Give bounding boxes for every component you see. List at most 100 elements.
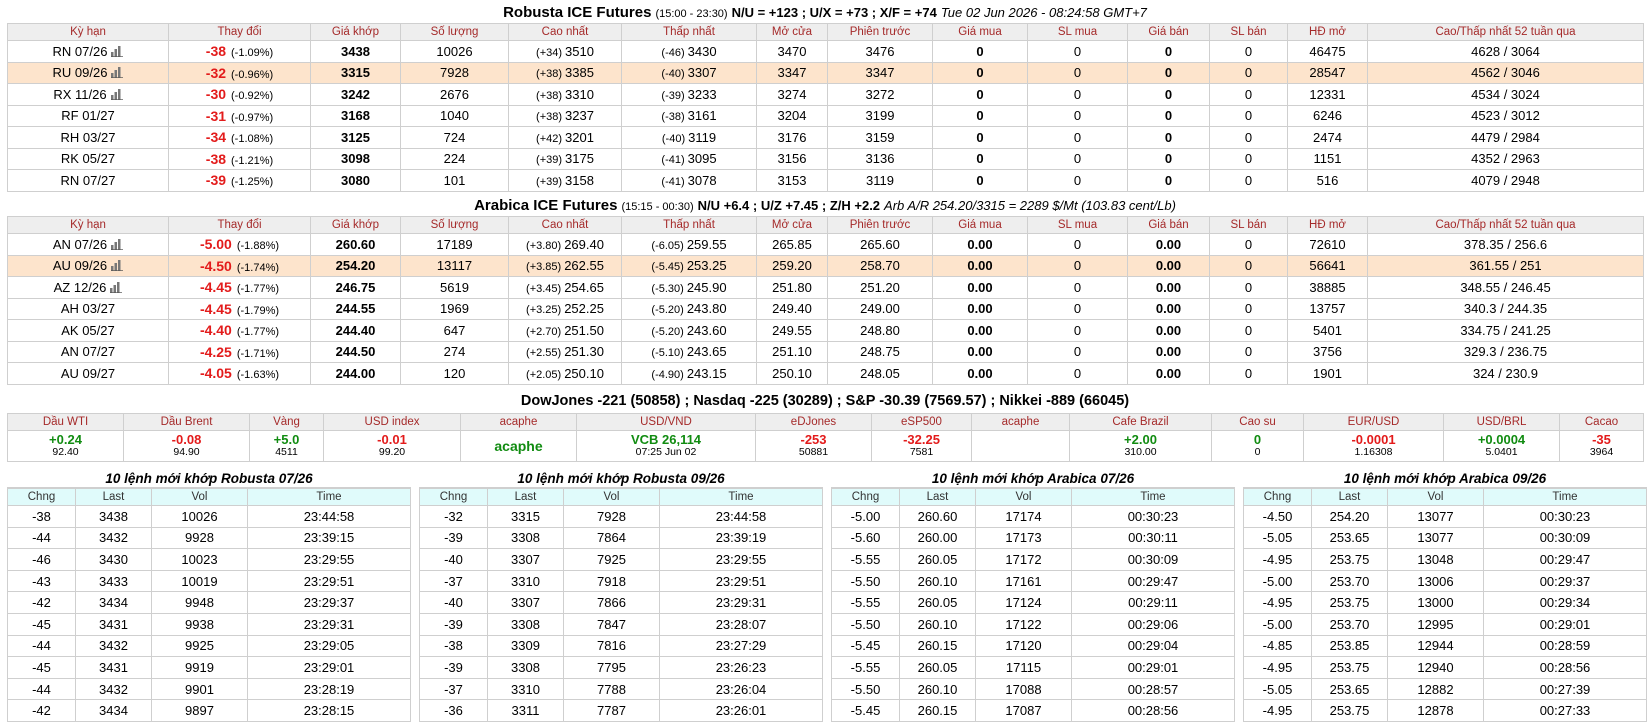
high-change: (+38) — [536, 111, 563, 124]
change-cell: -32 (-0.96%) — [168, 61, 311, 84]
trade-time: 23:29:55 — [715, 551, 767, 567]
bid: 0 — [976, 43, 984, 59]
volume: 5619 — [440, 279, 469, 295]
panel-title: 10 lệnh mới khớp Arabica 07/26 — [831, 470, 1235, 488]
contract-row[interactable]: RN 07/27 -39 (-1.25%) 3080 101 (+39) 3158 (-41)… — [7, 169, 1644, 192]
change: -38 — [205, 43, 227, 60]
high: 3385 — [565, 65, 594, 81]
trade-time: 00:29:11 — [1128, 595, 1178, 611]
market-price: 07:25 Jun 02 — [635, 446, 697, 458]
bid-volume: 0 — [1073, 151, 1082, 167]
contract-row[interactable]: RF 01/27 -31 (-0.97%) 3168 1040 (+38) 3237 (-38… — [7, 104, 1644, 127]
contract-row[interactable]: AK 05/27 -4.40 (-1.77%) 244.40 647 (+2.70) 251… — [7, 319, 1644, 342]
column-header: Thấp nhất — [621, 23, 757, 41]
cell: 10026 — [400, 40, 509, 63]
cell: 7795 — [563, 656, 660, 679]
trade-row: -5.05 253.65 13077 00:30:09 — [1243, 526, 1647, 550]
cell: 17161 — [975, 569, 1072, 593]
cell: -43 — [7, 569, 76, 593]
cell: -5.00 — [1243, 612, 1312, 636]
contract-row[interactable]: AU 09/26 -4.50 (-1.74%) 254.20 13117 (+3.85) 2… — [7, 254, 1644, 277]
market-label: USD index — [323, 413, 461, 431]
cell: 3347 — [827, 61, 933, 84]
contract-row[interactable]: AZ 12/26 -4.45 (-1.77%) 246.75 5619 (+3.45) 25… — [7, 276, 1644, 299]
high: 254.65 — [564, 279, 604, 295]
cell: 329.3 / 236.75 — [1367, 340, 1644, 363]
cell: 0 — [1127, 126, 1210, 149]
trade-row: -43 3433 10019 23:29:51 — [7, 569, 411, 593]
trade-price: 260.60 — [917, 508, 958, 524]
chart-icon[interactable] — [111, 260, 124, 272]
cell: -4.85 — [1243, 634, 1312, 658]
change-percent: (-1.77%) — [236, 283, 280, 296]
contract-row[interactable]: AN 07/27 -4.25 (-1.71%) 244.50 274 (+2.55) 251… — [7, 340, 1644, 363]
column-header: Cao nhất — [508, 23, 622, 41]
cell: 0 — [1027, 40, 1128, 63]
market-cell: acaphe — [460, 430, 577, 462]
cell: 248.05 — [827, 362, 933, 385]
previous: 3136 — [865, 151, 895, 167]
contract-row[interactable]: AN 07/26 -5.00 (-1.88%) 260.60 17189 (+3.80) 2… — [7, 233, 1644, 256]
cell: 253.65 — [1311, 526, 1388, 550]
trade-change: -4.95 — [1262, 703, 1293, 719]
trade-row: -5.60 260.00 17173 00:30:11 — [831, 526, 1235, 550]
cell: 3119 — [827, 169, 933, 192]
trades-section: 10 lệnh mới khớp Robusta 07/26 Chng Last Vo… — [7, 470, 1647, 722]
chart-icon[interactable] — [110, 281, 123, 293]
trade-time: 23:44:58 — [303, 508, 355, 524]
trade-price: 260.10 — [917, 616, 958, 632]
cell: -5.45 — [831, 699, 900, 722]
column-header: Time — [1483, 488, 1647, 506]
contract-row[interactable]: RN 07/26 -38 (-1.09%) 3438 10026 (+34) 3510 (-4… — [7, 40, 1644, 63]
last-price: 3125 — [341, 129, 370, 145]
last-price: 3098 — [341, 151, 370, 167]
cell: 249.55 — [756, 319, 828, 342]
chart-icon[interactable] — [111, 45, 124, 57]
open-interest: 1151 — [1313, 151, 1342, 167]
contract-row[interactable]: RH 03/27 -34 (-1.08%) 3125 724 (+42) 3201 (-40)… — [7, 126, 1644, 149]
cell: 7788 — [563, 677, 660, 701]
ask: 0 — [1164, 151, 1173, 167]
trade-change: -42 — [32, 703, 51, 719]
trades-panel: 10 lệnh mới khớp Robusta 07/26 Chng Last Vo… — [7, 470, 411, 722]
low-change: (-39) — [661, 89, 685, 102]
trade-row: -45 3431 9938 23:29:31 — [7, 612, 411, 636]
ask: 0.00 — [1155, 301, 1182, 317]
volume: 13117 — [436, 258, 473, 274]
contract-row[interactable]: AU 09/27 -4.05 (-1.63%) 244.00 120 (+2.05) 250… — [7, 362, 1644, 385]
trade-time: 00:29:06 — [1127, 616, 1179, 632]
ask-volume: 0 — [1244, 344, 1253, 360]
chart-icon[interactable] — [111, 67, 124, 79]
trade-volume: 7795 — [597, 659, 626, 675]
trade-volume: 7918 — [597, 573, 626, 589]
cell: 253.75 — [1311, 656, 1388, 679]
session: (15:15 - 00:30) — [621, 201, 694, 213]
contract-row[interactable]: RX 11/26 -30 (-0.92%) 3242 2676 (+38) 3310 (-39… — [7, 83, 1644, 106]
previous: 3119 — [866, 172, 894, 188]
trade-volume: 10026 — [181, 508, 218, 524]
chart-icon[interactable] — [111, 238, 124, 250]
change-cell: -4.50 (-1.74%) — [168, 254, 311, 277]
trade-change: -4.50 — [1262, 508, 1293, 524]
market-cell: -35 3964 — [1559, 430, 1644, 462]
contract-row[interactable]: RU 09/26 -32 (-0.96%) 3315 7928 (+38) 3385 (-40… — [7, 61, 1644, 84]
cell: 17087 — [975, 699, 1072, 722]
trade-price: 3430 — [99, 551, 128, 567]
cell: -5.50 — [831, 677, 900, 701]
cell: 3274 — [756, 83, 828, 106]
cell: 101 — [400, 169, 509, 192]
contract-row[interactable]: AH 03/27 -4.45 (-1.79%) 244.55 1969 (+3.25) 25… — [7, 297, 1644, 320]
trade-time: 00:28:57 — [1127, 681, 1179, 697]
high: 262.55 — [564, 258, 604, 274]
contract-row[interactable]: RK 05/27 -38 (-1.21%) 3098 224 (+39) 3175 (-41)… — [7, 147, 1644, 170]
column-header: HĐ mở — [1287, 216, 1368, 234]
cell: (-4.90) 243.15 — [621, 362, 757, 385]
cell: 3272 — [827, 83, 933, 106]
high-change: (+38) — [536, 68, 563, 81]
trade-time: 00:30:23 — [1127, 508, 1179, 524]
chart-icon[interactable] — [110, 88, 123, 100]
cell: -5.55 — [831, 656, 900, 679]
trade-time: 00:30:11 — [1128, 530, 1178, 546]
cell: 12940 — [1387, 656, 1484, 679]
cell: 3308 — [487, 656, 564, 679]
